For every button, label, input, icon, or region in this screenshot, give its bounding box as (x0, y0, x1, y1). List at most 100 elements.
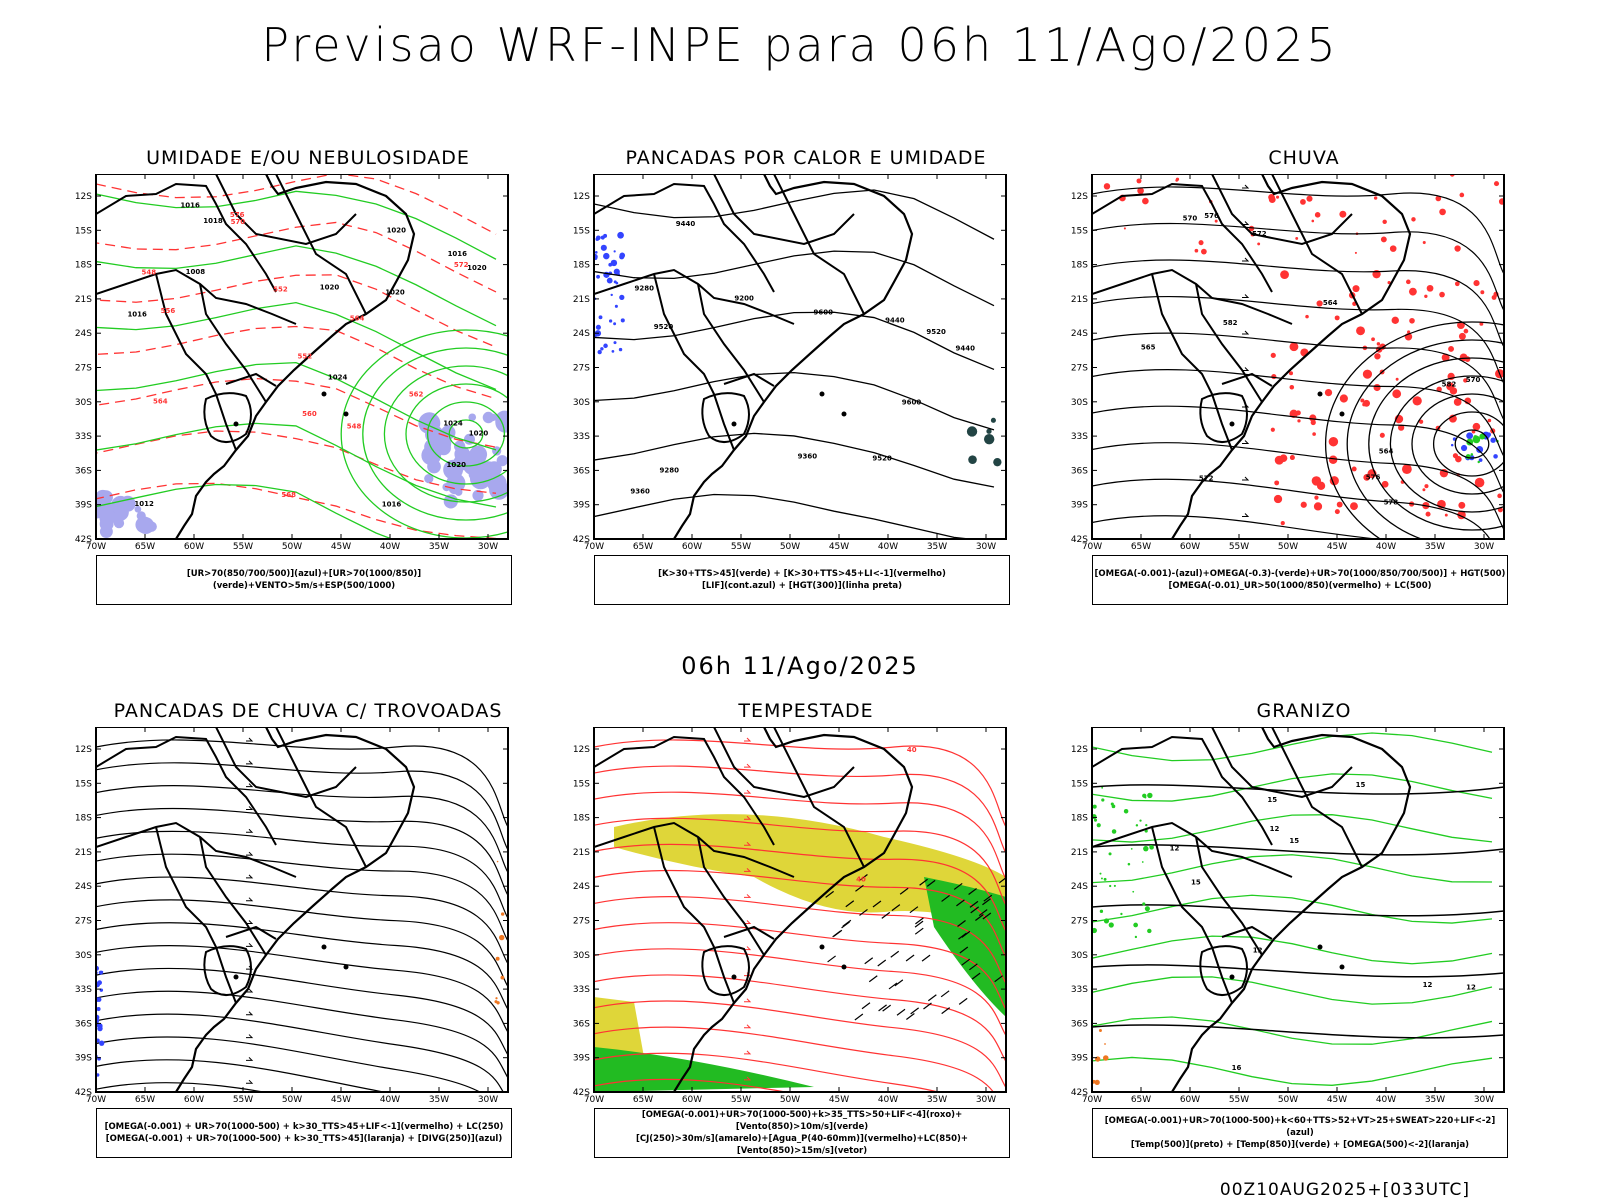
lon-label: 45W (1327, 1095, 1347, 1105)
lon-label: 60W (682, 542, 702, 552)
contour-label: 578 (1384, 498, 1399, 506)
panel-legend: [OMEGA(-0.001)+UR>70(1000-500)+k>35_TTS>… (594, 1108, 1010, 1158)
lon-label: 40W (380, 542, 400, 552)
contour-label: 564 (1379, 447, 1394, 455)
legend-line: [CJ(250)>30m/s](amarelo)+[Agua_P(40-60mm… (635, 1134, 969, 1156)
lat-label: 21S (573, 295, 590, 305)
lat-label: 27S (1071, 364, 1088, 374)
lon-label: 50W (780, 542, 800, 552)
lat-label: 24S (573, 882, 590, 892)
contour-label: 565 (1141, 343, 1156, 351)
legend-line: [K>30+TTS>45](verde) + [K>30+TTS>45+LI<-… (658, 569, 946, 579)
contour-label: 12 (1423, 981, 1433, 989)
lon-label: 40W (380, 1095, 400, 1105)
contour-label: 1016 (448, 250, 468, 258)
lon-label: 35W (927, 1095, 947, 1105)
lat-label: 36S (75, 1019, 92, 1029)
lat-label: 21S (1071, 848, 1088, 858)
lat-label: 27S (1071, 917, 1088, 927)
lon-label: 65W (135, 542, 155, 552)
lon-label: 30W (1474, 542, 1494, 552)
lat-label: 30S (75, 951, 92, 961)
lon-label: 60W (1180, 542, 1200, 552)
lat-label: 12S (1071, 745, 1088, 755)
lon-label: 70W (1082, 542, 1102, 552)
lat-label: 15S (573, 779, 590, 789)
contour-label: 40 (856, 876, 866, 884)
lat-label: 24S (1071, 882, 1088, 892)
lon-label: 30W (1474, 1095, 1494, 1105)
contour-label: 12 (1466, 983, 1476, 991)
lon-label: 45W (331, 542, 351, 552)
lon-label: 55W (731, 1095, 751, 1105)
contour-label: 9520 (926, 328, 946, 336)
lat-label: 27S (573, 917, 590, 927)
lon-label: 55W (233, 542, 253, 552)
lat-label: 33S (1071, 432, 1088, 442)
contour-label: 9440 (955, 345, 975, 353)
lon-label: 40W (1376, 542, 1396, 552)
lat-label: 30S (1071, 951, 1088, 961)
lat-label: 24S (75, 882, 92, 892)
lon-label: 35W (429, 542, 449, 552)
lon-label: 55W (1229, 1095, 1249, 1105)
lat-label: 21S (75, 295, 92, 305)
contour-label: 572 (454, 261, 469, 269)
lon-label: 50W (780, 1095, 800, 1105)
lon-label: 45W (829, 1095, 849, 1105)
lat-label: 18S (573, 814, 590, 824)
lat-label: 36S (1071, 466, 1088, 476)
contour-label: 556 (161, 307, 176, 315)
contour-label: 9200 (734, 295, 754, 303)
lon-label: 65W (633, 542, 653, 552)
contour-label: 570 (231, 218, 246, 226)
contour-label: 15 (1267, 796, 1277, 804)
map-area: 582 582 578 576 572 570 576 572 570 564 565 564 (1092, 174, 1504, 539)
legend-line: [OMEGA(-0.001)-(azul)+OMEGA(-0.3)-(verde… (1094, 569, 1506, 579)
contour-label: 9280 (659, 466, 679, 474)
contour-label: 15 (1289, 837, 1299, 845)
map-area: 40 40 (594, 727, 1006, 1092)
map-area (96, 727, 508, 1092)
contour-label: 564 (350, 315, 365, 323)
lon-label: 30W (478, 542, 498, 552)
lon-label: 70W (1082, 1095, 1102, 1105)
lat-label: 18S (1071, 261, 1088, 271)
contour-label: 1020 (387, 227, 407, 235)
contour-label: 1016 (127, 310, 147, 318)
map-area: 12 12 12 12 15 16 15 15 15 12 (1092, 727, 1504, 1092)
panel-legend: [K>30+TTS>45](verde) + [K>30+TTS>45+LI<-… (594, 555, 1010, 605)
contour-label: 1016 (180, 201, 200, 209)
lat-label: 33S (75, 432, 92, 442)
lon-label: 60W (184, 542, 204, 552)
legend-line: [LIF](cont.azul) + [HGT(300)](linha pret… (701, 581, 903, 591)
panel-umidade: UMIDADE E/OU NEBULOSIDADE 1016 1016 1018 102… (68, 147, 548, 627)
lat-label: 39S (573, 1054, 590, 1064)
lat-label: 15S (75, 779, 92, 789)
contour-label: 560 (302, 410, 317, 418)
lon-label: 45W (331, 1095, 351, 1105)
contour-label: 562 (409, 391, 424, 399)
lat-label: 42S (573, 535, 590, 545)
lat-label: 39S (1071, 1054, 1088, 1064)
legend-line: [Temp(500)](preto) + [Temp(850)](verde) … (1130, 1140, 1470, 1150)
contour-label: 552 (298, 353, 313, 361)
lat-label: 30S (1071, 398, 1088, 408)
contour-label: 572 (1199, 475, 1214, 483)
contour-label: 15 (1356, 781, 1366, 789)
lat-label: 21S (75, 848, 92, 858)
lat-label: 15S (1071, 226, 1088, 236)
lon-label: 45W (1327, 542, 1347, 552)
lon-label: 65W (1131, 1095, 1151, 1105)
lat-label: 42S (573, 1088, 590, 1098)
lat-label: 36S (75, 466, 92, 476)
legend-line: [UR>70(850/700/500)](azul)+[UR>70(1000/8… (186, 569, 422, 591)
lat-label: 15S (573, 226, 590, 236)
contour-label: 570 (1183, 215, 1198, 223)
contour-label: 576 (1366, 474, 1381, 482)
panel-title: TEMPESTADE (738, 700, 874, 722)
lon-label: 70W (86, 1095, 106, 1105)
contour-label: 564 (153, 398, 168, 406)
lon-label: 65W (1131, 542, 1151, 552)
